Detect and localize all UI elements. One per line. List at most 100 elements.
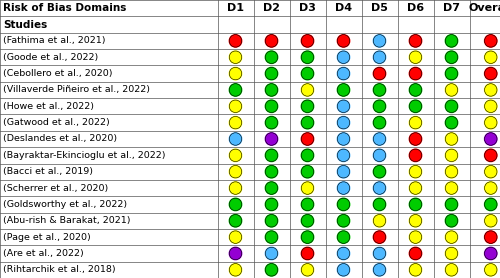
Circle shape: [302, 51, 314, 63]
Circle shape: [266, 149, 278, 162]
Circle shape: [374, 51, 386, 63]
Circle shape: [410, 198, 422, 211]
Circle shape: [446, 67, 458, 80]
Circle shape: [230, 182, 241, 194]
Circle shape: [446, 149, 458, 162]
Text: (Are et al., 2022): (Are et al., 2022): [3, 249, 84, 258]
Circle shape: [266, 67, 278, 80]
Text: D2: D2: [263, 3, 280, 13]
Circle shape: [374, 215, 386, 227]
Circle shape: [338, 116, 349, 129]
Circle shape: [266, 35, 278, 47]
Circle shape: [266, 182, 278, 194]
Circle shape: [302, 116, 314, 129]
Circle shape: [484, 247, 497, 260]
Circle shape: [302, 247, 314, 260]
Text: (Howe et al., 2022): (Howe et al., 2022): [3, 102, 94, 111]
Circle shape: [410, 247, 422, 260]
Circle shape: [338, 182, 349, 194]
Circle shape: [302, 165, 314, 178]
Circle shape: [374, 264, 386, 276]
Circle shape: [338, 165, 349, 178]
Circle shape: [446, 264, 458, 276]
Circle shape: [338, 149, 349, 162]
Circle shape: [230, 247, 241, 260]
Circle shape: [374, 116, 386, 129]
Circle shape: [484, 215, 497, 227]
Circle shape: [484, 165, 497, 178]
Circle shape: [302, 182, 314, 194]
Circle shape: [484, 84, 497, 96]
Circle shape: [484, 198, 497, 211]
Circle shape: [230, 84, 241, 96]
Circle shape: [410, 182, 422, 194]
Circle shape: [446, 215, 458, 227]
Circle shape: [446, 231, 458, 243]
Circle shape: [266, 215, 278, 227]
Text: (Abu-rish & Barakat, 2021): (Abu-rish & Barakat, 2021): [3, 216, 130, 225]
Circle shape: [338, 133, 349, 145]
Text: Studies: Studies: [3, 19, 47, 29]
Circle shape: [410, 133, 422, 145]
Circle shape: [374, 247, 386, 260]
Circle shape: [484, 51, 497, 63]
Circle shape: [410, 35, 422, 47]
Text: D7: D7: [443, 3, 460, 13]
Text: (Bacci et al., 2019): (Bacci et al., 2019): [3, 167, 93, 176]
Circle shape: [230, 100, 241, 113]
Circle shape: [230, 198, 241, 211]
Circle shape: [302, 149, 314, 162]
Text: (Fathima et al., 2021): (Fathima et al., 2021): [3, 36, 106, 45]
Text: (Deslandes et al., 2020): (Deslandes et al., 2020): [3, 135, 117, 143]
Circle shape: [484, 264, 497, 276]
Circle shape: [302, 198, 314, 211]
Text: (Cebollero et al., 2020): (Cebollero et al., 2020): [3, 69, 112, 78]
Text: D3: D3: [299, 3, 316, 13]
Circle shape: [266, 51, 278, 63]
Circle shape: [230, 149, 241, 162]
Circle shape: [374, 149, 386, 162]
Text: D4: D4: [335, 3, 352, 13]
Circle shape: [230, 231, 241, 243]
Circle shape: [410, 231, 422, 243]
Circle shape: [446, 133, 458, 145]
Text: (Rihtarchik et al., 2018): (Rihtarchik et al., 2018): [3, 265, 116, 274]
Text: (Goldsworthy et al., 2022): (Goldsworthy et al., 2022): [3, 200, 127, 209]
Circle shape: [338, 51, 349, 63]
Circle shape: [338, 67, 349, 80]
Circle shape: [484, 67, 497, 80]
Circle shape: [484, 116, 497, 129]
Circle shape: [266, 116, 278, 129]
Text: Risk of Bias Domains: Risk of Bias Domains: [3, 3, 126, 13]
Circle shape: [374, 198, 386, 211]
Circle shape: [338, 35, 349, 47]
Text: (Scherrer et al., 2020): (Scherrer et al., 2020): [3, 183, 108, 193]
Circle shape: [410, 215, 422, 227]
Circle shape: [266, 247, 278, 260]
Circle shape: [410, 165, 422, 178]
Circle shape: [338, 100, 349, 113]
Circle shape: [446, 165, 458, 178]
Text: (Gatwood et al., 2022): (Gatwood et al., 2022): [3, 118, 110, 127]
Circle shape: [266, 100, 278, 113]
Circle shape: [446, 84, 458, 96]
Circle shape: [338, 231, 349, 243]
Text: Overall: Overall: [468, 3, 500, 13]
Circle shape: [302, 67, 314, 80]
Circle shape: [266, 231, 278, 243]
Circle shape: [302, 100, 314, 113]
Circle shape: [374, 165, 386, 178]
Text: (Bayraktar-Ekincioglu et al., 2022): (Bayraktar-Ekincioglu et al., 2022): [3, 151, 166, 160]
Circle shape: [230, 116, 241, 129]
Text: (Page et al., 2020): (Page et al., 2020): [3, 233, 91, 242]
Circle shape: [374, 133, 386, 145]
Circle shape: [446, 198, 458, 211]
Text: D1: D1: [227, 3, 244, 13]
Text: D6: D6: [407, 3, 424, 13]
Circle shape: [484, 182, 497, 194]
Circle shape: [446, 100, 458, 113]
Circle shape: [374, 67, 386, 80]
Circle shape: [266, 198, 278, 211]
Circle shape: [302, 231, 314, 243]
Circle shape: [484, 149, 497, 162]
